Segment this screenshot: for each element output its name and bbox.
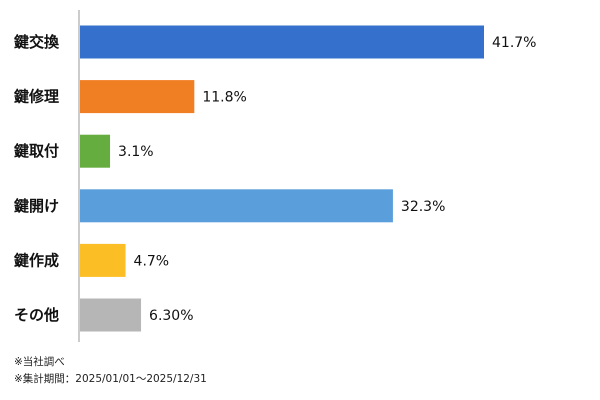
footnote-period: ※集計期間：2025/01/01～2025/12/31	[14, 373, 207, 385]
value-label-2: 3.1%	[118, 144, 154, 160]
category-label-4: 鍵作成	[14, 251, 59, 269]
bar-4	[80, 243, 126, 277]
bar-5	[80, 298, 142, 332]
category-label-3: 鍵開け	[14, 197, 59, 215]
value-label-5: 6.30%	[149, 308, 193, 324]
bar-3	[80, 189, 393, 223]
bar-2	[80, 134, 111, 168]
value-label-3: 32.3%	[401, 199, 445, 215]
bar-0	[80, 25, 484, 59]
category-label-0: 鍵交換	[14, 33, 60, 51]
value-label-4: 4.7%	[134, 253, 170, 269]
category-label-2: 鍵取付	[14, 142, 59, 160]
value-label-0: 41.7%	[492, 35, 536, 51]
bars-group	[80, 25, 484, 332]
value-label-1: 11.8%	[202, 90, 246, 106]
category-label-1: 鍵修理	[14, 88, 59, 106]
footnote-source: ※当社調べ	[14, 356, 65, 368]
footnotes: ※当社調べ ※集計期間：2025/01/01～2025/12/31	[14, 354, 207, 388]
bar-1	[80, 80, 195, 114]
value-labels-group: 41.7% 11.8% 3.1% 32.3% 4.7% 6.30%	[118, 35, 536, 324]
category-label-5: その他	[14, 306, 59, 324]
